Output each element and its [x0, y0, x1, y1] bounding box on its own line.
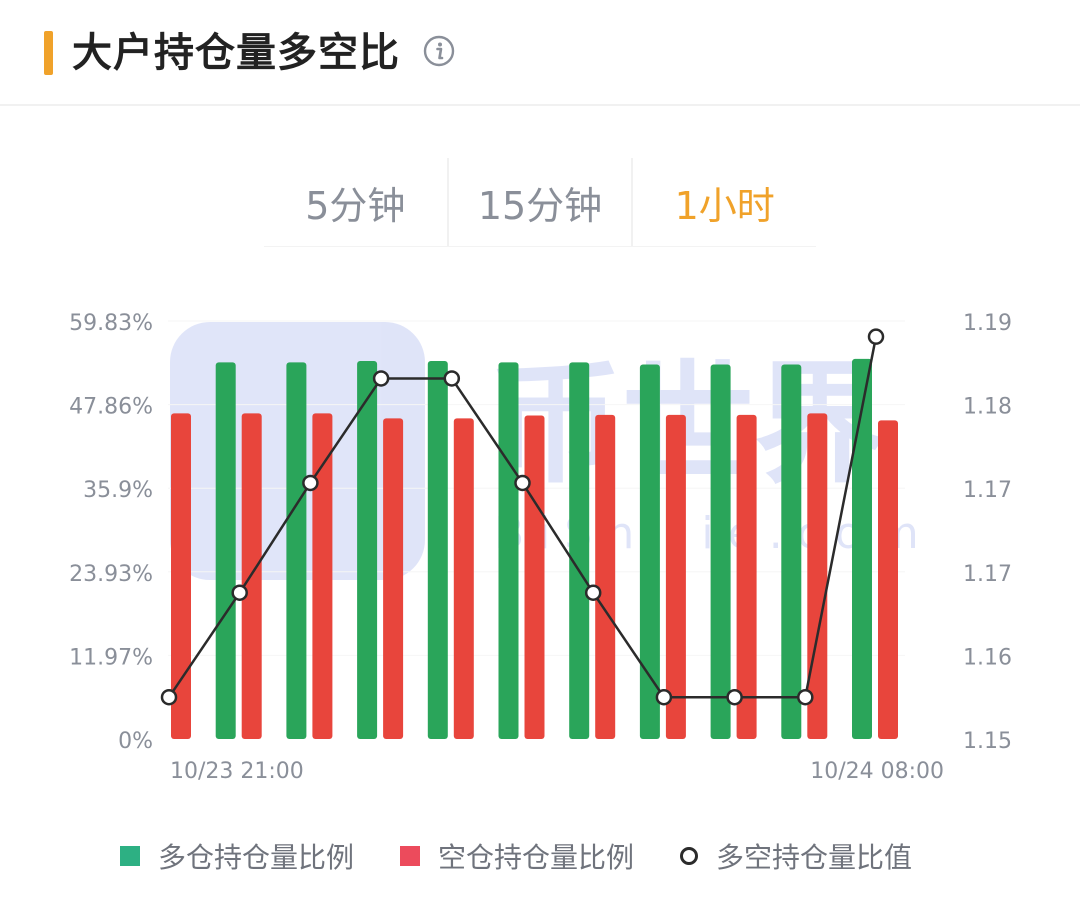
ratio-point — [231, 584, 248, 601]
ratio-point — [797, 688, 814, 706]
bar-short — [807, 413, 828, 739]
tab-1hour[interactable]: 1小时 — [631, 158, 816, 246]
right-axis-tick-label: 1.17 — [963, 562, 1012, 587]
tab-15min[interactable]: 15分钟 — [446, 158, 632, 246]
ratio-point — [302, 474, 319, 492]
right-axis-tick-label: 1.19 — [963, 311, 1012, 336]
legend-label-short: 空仓持仓量比例 — [438, 841, 635, 874]
bar-short — [171, 413, 191, 739]
bar-long — [639, 364, 660, 739]
bar-short — [665, 414, 686, 739]
right-axis-tick-label: 1.16 — [963, 645, 1012, 670]
right-axis-tick-label: 1.18 — [963, 395, 1012, 420]
left-axis-tick-label: 11.97% — [69, 645, 153, 670]
ratio-point — [514, 474, 531, 492]
bar-short — [312, 413, 333, 739]
ratio-point — [726, 688, 743, 706]
bar-short — [878, 420, 898, 739]
legend-swatch-long — [120, 846, 140, 866]
bar-long — [427, 361, 448, 739]
legend-label-long: 多仓持仓量比例 — [158, 841, 355, 874]
ratio-point — [655, 688, 673, 706]
bar-long — [286, 362, 307, 739]
bar-short — [453, 418, 474, 739]
legend-item-ratio[interactable]: 多空持仓量比值 — [680, 836, 912, 876]
bar-short — [736, 414, 757, 739]
left-axis-tick-label: 59.83% — [69, 311, 153, 336]
ratio-point — [443, 370, 461, 387]
ratio-point — [584, 584, 602, 601]
bar-long — [781, 364, 802, 739]
left-axis-tick-label: 47.86% — [69, 395, 153, 420]
bar-short — [524, 415, 545, 739]
legend-item-long[interactable]: 多仓持仓量比例 — [120, 836, 354, 876]
x-axis-tick-label: 10/24 08:00 — [810, 759, 944, 784]
interval-tabs: 5分钟 15分钟 1小时 — [264, 158, 816, 247]
bar-long — [710, 364, 731, 739]
ratio-point — [867, 328, 885, 345]
legend-ring-ratio — [680, 847, 699, 865]
bar-long — [215, 362, 236, 739]
left-axis-tick-label: 35.9% — [83, 478, 153, 503]
bar-long — [569, 362, 590, 739]
page-title: 大户持仓量多空比 — [72, 30, 400, 76]
bar-long — [852, 358, 872, 739]
info-icon[interactable] — [423, 35, 455, 67]
chart-legend: 多仓持仓量比例 空仓持仓量比例 多空持仓量比值 — [120, 832, 958, 880]
ratio-point — [372, 370, 390, 387]
right-axis-tick-label: 1.17 — [963, 478, 1012, 503]
long-short-ratio-chart: 币世界BiShiJie.com0%11.97%23.93%35.9%47.86%… — [69, 311, 1012, 784]
bar-short — [383, 418, 404, 739]
legend-label-ratio: 多空持仓量比值 — [716, 841, 913, 874]
title-accent-bar — [44, 31, 53, 75]
tab-5min[interactable]: 5分钟 — [305, 183, 406, 228]
bar-long — [357, 361, 378, 739]
legend-swatch-short — [400, 846, 421, 866]
right-axis-tick-label: 1.15 — [963, 729, 1012, 754]
bar-long — [498, 362, 519, 739]
ratio-point — [160, 688, 178, 706]
left-axis-tick-label: 0% — [118, 729, 153, 754]
left-axis-tick-label: 23.93% — [69, 562, 153, 587]
legend-item-short[interactable]: 空仓持仓量比例 — [400, 836, 634, 876]
bar-short — [595, 414, 616, 739]
x-axis-tick-label: 10/23 21:00 — [170, 759, 304, 784]
header: 大户持仓量多空比 — [0, 0, 1080, 106]
